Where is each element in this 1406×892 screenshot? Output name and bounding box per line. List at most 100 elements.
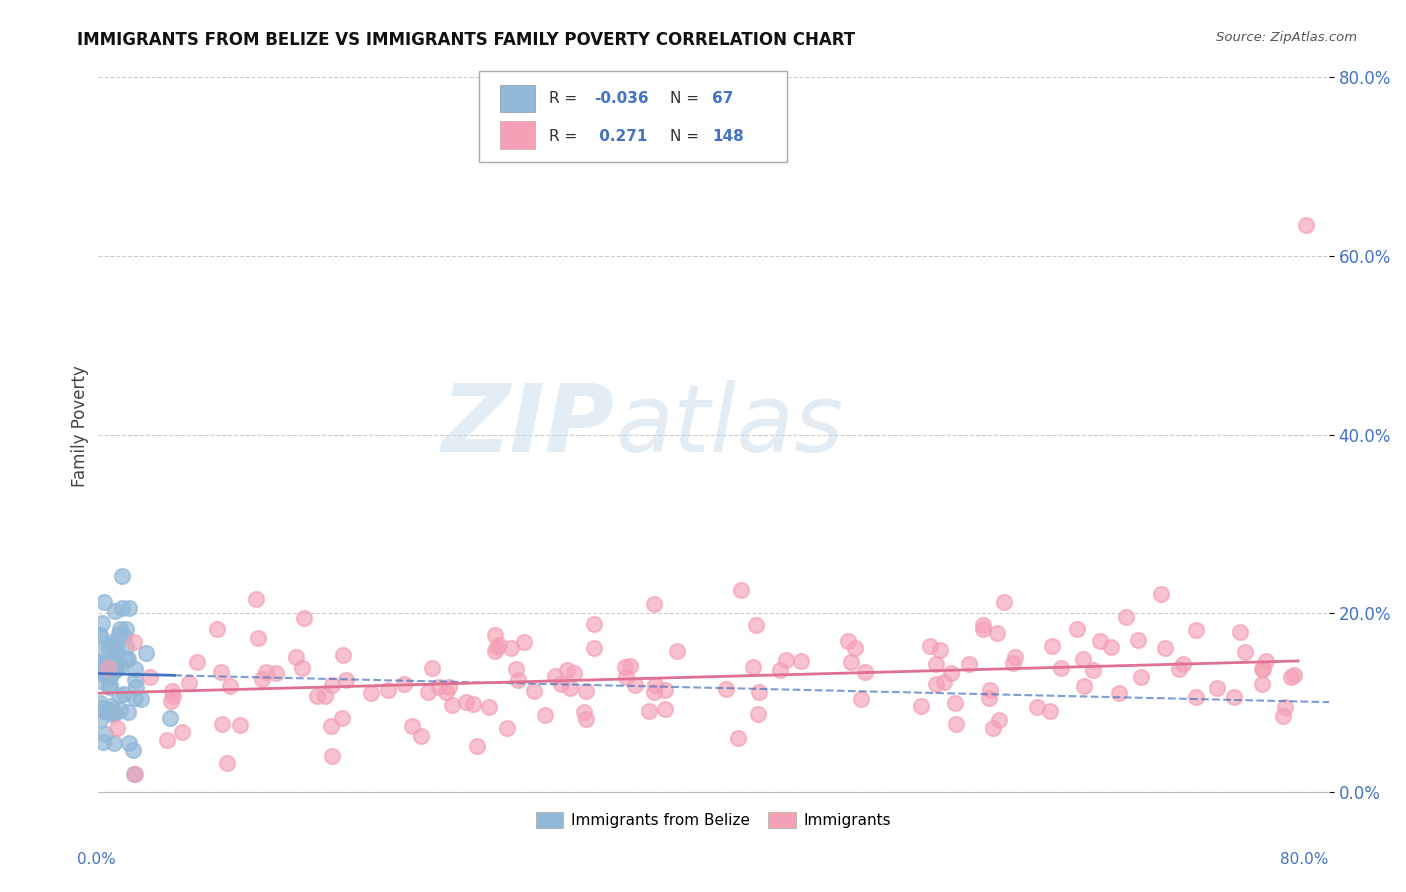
Text: R =: R = [550,129,582,144]
Point [484,644,506,658]
Text: Source: ZipAtlas.com: Source: ZipAtlas.com [1216,31,1357,45]
Point [89,656,111,670]
Point [1050,661,1073,675]
Point [124,691,146,706]
Point [943,696,966,710]
Point [488,638,510,652]
Point [945,717,967,731]
Point [392,677,415,691]
Point [98,706,121,720]
Point [495,721,517,735]
Point [89,665,111,679]
Point [920,640,942,654]
Point [101,635,124,649]
Point [135,647,157,661]
Point [1253,662,1275,676]
Point [98,678,121,692]
Point [1128,633,1150,648]
Point [745,618,768,632]
Point [925,657,948,672]
Point [981,722,1004,736]
Point [972,623,994,637]
Point [96,657,118,671]
Point [330,711,353,725]
Point [716,681,738,696]
Point [939,665,962,680]
Point [111,569,134,583]
Point [790,654,813,668]
Point [118,601,141,615]
Point [104,659,127,673]
Point [93,594,115,608]
Point [160,693,183,707]
Text: N =: N = [671,129,704,144]
Point [1282,668,1305,682]
Point [264,665,287,680]
Point [105,640,128,655]
Point [463,698,485,712]
Point [454,695,477,709]
Point [118,736,141,750]
Point [104,706,127,720]
Point [122,743,145,757]
Text: IMMIGRANTS FROM BELIZE VS IMMIGRANTS FAMILY POVERTY CORRELATION CHART: IMMIGRANTS FROM BELIZE VS IMMIGRANTS FAM… [77,31,855,49]
Point [103,736,125,750]
Text: 67: 67 [711,91,734,106]
Point [156,733,179,747]
Point [910,698,932,713]
Point [1004,650,1026,665]
Point [844,641,866,656]
Point [205,622,228,636]
Point [108,622,131,636]
Point [485,640,508,654]
Point [575,683,598,698]
Point [925,677,948,691]
Point [613,660,636,674]
Point [582,640,605,655]
Point [775,653,797,667]
Point [124,662,146,676]
Point [124,680,146,694]
Point [513,635,536,649]
Point [211,717,233,731]
Point [252,673,274,687]
Point [124,767,146,781]
Point [179,676,201,690]
Point [314,690,336,704]
Point [727,731,749,745]
Point [139,670,162,684]
Point [993,594,1015,608]
Point [1251,677,1274,691]
Point [401,719,423,733]
Point [1229,625,1251,640]
Point [637,705,659,719]
Point [851,691,873,706]
Point [1256,654,1278,668]
Text: 148: 148 [711,129,744,144]
Point [105,657,128,672]
Point [643,685,665,699]
Point [623,678,645,692]
Point [666,643,689,657]
Point [103,643,125,657]
Point [988,713,1011,727]
Point [321,748,343,763]
Point [575,712,598,726]
Point [1154,641,1177,656]
Point [478,700,501,714]
Point [172,725,194,739]
Point [1025,700,1047,714]
Point [98,670,121,684]
Point [979,683,1001,698]
Point [98,703,121,717]
Point [115,652,138,666]
Point [105,722,128,736]
Point [103,643,125,657]
Point [643,598,665,612]
Point [104,604,127,618]
Legend: Immigrants from Belize, Immigrants: Immigrants from Belize, Immigrants [527,805,898,836]
Point [114,622,136,636]
Point [112,687,135,701]
Point [1099,640,1122,654]
Point [87,628,110,642]
